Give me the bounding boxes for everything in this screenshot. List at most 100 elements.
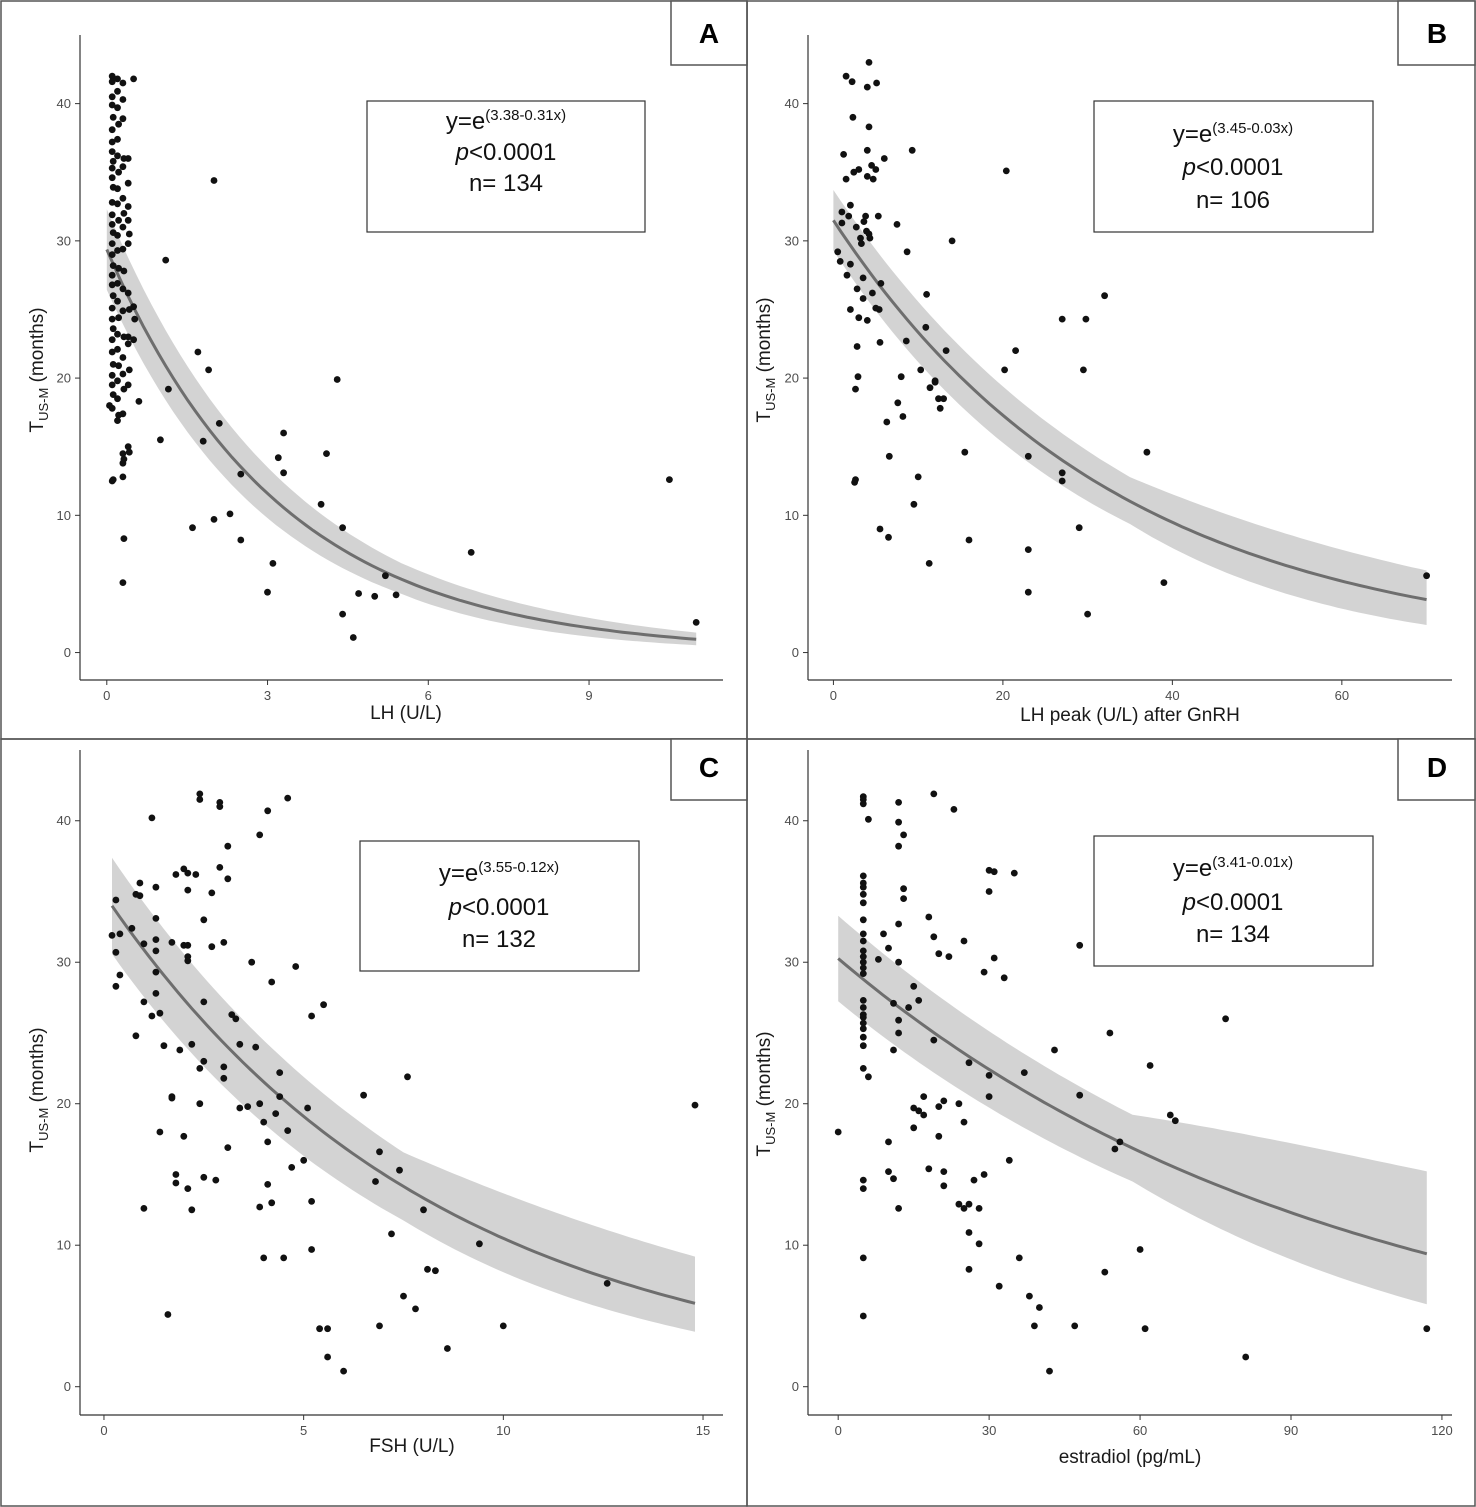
panel-a-data-point [119,459,127,467]
panel-b-y-tick-label: 30 [785,233,799,248]
panel-c-data-point [272,1110,280,1117]
panel-b-y-tick-label: 0 [792,645,799,660]
panel-c-data-point [212,1176,220,1184]
panel-a-data-point [108,211,116,219]
panel-d-data-point [1242,1353,1250,1361]
panel-c-data-point [276,1069,284,1076]
panel-b-data-point [917,366,925,374]
panel-c-data-point [324,1325,331,1333]
panel-d-data-point [925,1165,933,1173]
panel-c-data-point [256,831,264,839]
panel-c-data-point [200,1173,208,1181]
panel-a-y-tick-label: 20 [57,371,71,386]
panel-c-data-point [136,892,144,900]
panel-d-y-tick-label: 30 [785,955,799,970]
panel-d-data-point [1136,1246,1144,1253]
panel-c-data-point [164,1311,172,1318]
panel-a-data-point [339,610,346,618]
panel-b-p-value: p<0.0001 [1182,154,1284,181]
panel-a-data-point [119,410,127,418]
panel-c-n-value: n= 132 [462,926,536,953]
panel-a-data-point [114,395,121,403]
panel-c-data-point [196,790,204,798]
panel-d-letter-box [1397,738,1476,801]
panel-c-data-point [256,1100,264,1108]
panel-a-data-point [124,179,132,187]
panel-a-y-tick-label: 0 [64,645,71,660]
panel-c-data-point [376,1322,383,1330]
panel-c-data-point [603,1280,611,1287]
panel-b-data-point [859,274,867,282]
panel-a-data-point [189,524,196,532]
panel-a-data-point [125,448,133,456]
panel-d-data-point [859,947,867,955]
panel-c-data-point [184,886,192,894]
panel-d-data-point [985,1072,993,1079]
panel-a-data-point [108,72,116,80]
panel-a-data-point [119,223,127,231]
panel-a-data-point [382,572,389,580]
panel-c-data-point [308,1198,315,1205]
panel-a-data-point [349,634,357,641]
panel-d-data-point [930,933,938,941]
panel-d-data-point [1111,1145,1119,1153]
panel-c-data-point [256,1203,264,1211]
panel-a-data-point [317,500,325,508]
panel-c-data-point [116,971,124,979]
panel-b-data-point [840,151,847,158]
panel-b-data-point [845,212,853,220]
panel-c-data-point [188,1206,196,1214]
panel-d-data-point [980,968,988,976]
panel-b-data-point [849,113,857,121]
panel-a-x-tick-label: 3 [264,688,271,703]
panel-a-data-point [119,163,127,171]
panel-b-data-point [1024,452,1032,460]
panel-d-data-point [859,997,867,1004]
panel-a-letter: A [699,18,719,49]
panel-c-x-axis-title: FSH (U/L) [369,1436,455,1457]
panel-c-data-point [152,915,160,922]
panel-b-data-point [859,295,867,302]
panel-d-data-point [975,1205,983,1212]
panel-c-x-tick-label: 15 [696,1423,710,1438]
panel-b-data-point [1101,292,1108,300]
panel-d-data-point [859,930,867,938]
panel-b-data-point [869,175,877,183]
panel-d-fit-curve [837,957,1428,1256]
panel-c-data-point [180,1132,188,1140]
panel-c-data-point [308,1012,315,1020]
panel-a-data-point [114,104,121,112]
panel-a-data-point [108,199,116,206]
panel-d-data-point [859,1312,867,1320]
panel-d-data-point [859,1033,867,1041]
panel-a-data-point [108,348,116,356]
panel-a-data-point [115,216,122,224]
panel-a-data-point [109,113,117,121]
panel-b-data-point [836,258,844,265]
panel-a-data-point [371,592,379,600]
panel-a-data-point [339,524,346,532]
panel-a-data-point [108,148,116,156]
panel-c-data-point [224,875,232,883]
panel-d-data-point [885,1168,892,1175]
panel-d-x-tick-label: 60 [1133,1423,1147,1438]
panel-a-data-point [125,366,133,374]
panel-d-data-point [1171,1117,1179,1125]
panel-c-data-point [360,1091,367,1099]
panel-b-y-tick-label: 40 [785,96,799,111]
panel-c-data-point [444,1345,451,1352]
panel-c-data-point [420,1206,427,1214]
panel-a-data-point [119,473,127,481]
panel-b-data-point [855,166,863,173]
panel-c-data-point [284,1127,292,1134]
panel-d-data-point [859,937,867,945]
panel-c-confidence-band [112,857,695,1332]
panel-c-data-point [156,1009,164,1017]
panel-c-data-point [424,1265,431,1273]
panel-d-data-point [940,1182,948,1190]
panel-d-data-point [1222,1015,1229,1023]
panel-b-data-point [834,248,842,256]
panel-c-data-point [184,1185,192,1192]
panel-b-x-tick-label: 0 [830,688,837,703]
panel-b-data-point [922,323,930,331]
